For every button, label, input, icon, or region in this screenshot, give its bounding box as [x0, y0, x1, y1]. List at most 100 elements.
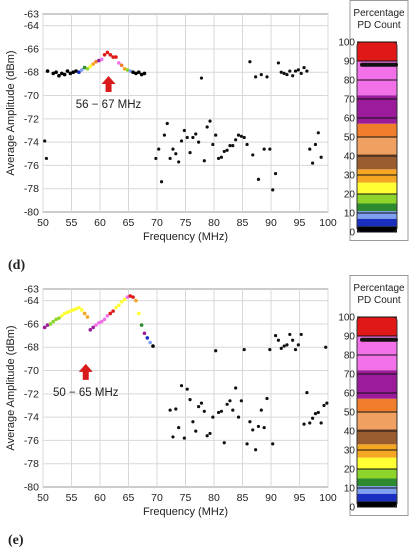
data-point: [219, 155, 224, 159]
data-point: [256, 424, 261, 429]
data-point: [296, 343, 300, 347]
y-tick-label: -74: [24, 412, 39, 424]
data-point: [51, 319, 56, 324]
data-point: [65, 310, 70, 315]
data-point: [85, 66, 90, 71]
data-point: [199, 76, 204, 80]
data-point: [316, 131, 320, 135]
colorbar-segment: [357, 469, 397, 479]
colorbar-segment: [357, 218, 397, 227]
data-point: [262, 147, 266, 151]
data-point: [134, 71, 138, 76]
x-tick-label: 95: [294, 492, 306, 504]
data-point: [271, 442, 275, 446]
data-point: [216, 156, 221, 161]
data-point: [305, 69, 309, 73]
colorbar-title-line1: Percentage: [353, 283, 405, 294]
data-point: [293, 69, 298, 73]
data-point: [165, 121, 169, 126]
colorbar-tick-label: 40: [344, 427, 356, 438]
data-point: [99, 319, 104, 324]
data-point: [51, 71, 56, 76]
data-point: [251, 153, 255, 157]
data-point: [145, 336, 150, 340]
data-point: [94, 59, 98, 64]
data-point: [228, 399, 232, 403]
colorbar-title-line2: PD Count: [357, 295, 401, 306]
data-point: [102, 317, 107, 322]
colorbar-segment: [357, 194, 397, 204]
data-point: [191, 135, 195, 140]
data-point: [102, 52, 107, 57]
x-tick-label: 85: [237, 217, 249, 229]
data-point: [273, 333, 278, 338]
data-point: [262, 426, 266, 430]
colorbar-tick-label: 60: [344, 389, 356, 400]
data-point: [159, 180, 164, 184]
data-point: [216, 410, 221, 415]
data-point: [162, 133, 167, 137]
data-point: [311, 416, 315, 420]
data-point: [174, 407, 178, 411]
data-point: [251, 428, 255, 432]
colorbar-tick-label: 90: [344, 57, 356, 68]
data-point: [194, 429, 198, 433]
colorbar-segment: [357, 493, 397, 502]
data-point: [248, 420, 252, 424]
red-arrow-icon: [78, 363, 93, 380]
data-point: [179, 384, 184, 388]
data-point: [322, 403, 326, 408]
data-point: [182, 128, 186, 133]
data-point: [285, 343, 289, 347]
data-point: [171, 435, 175, 439]
data-point: [139, 72, 144, 77]
data-point: [182, 436, 186, 440]
data-point: [88, 64, 93, 69]
data-point: [214, 349, 218, 353]
y-tick-label: -78: [24, 183, 39, 195]
data-point: [99, 57, 104, 62]
x-tick-label: 55: [66, 217, 78, 229]
colorbar-segment: [357, 370, 397, 399]
data-point: [239, 134, 243, 138]
data-point: [97, 320, 101, 325]
colorbar-segment: [357, 457, 397, 469]
data-point: [45, 323, 50, 327]
colorbar-tick-label: 30: [344, 171, 356, 182]
data-point: [43, 139, 47, 143]
colorbar-segment: [357, 226, 397, 232]
data-point: [231, 144, 235, 148]
data-point: [302, 422, 306, 426]
data-point: [48, 322, 53, 326]
data-point: [174, 152, 178, 156]
data-point: [177, 160, 181, 164]
y-tick-label: -63: [24, 9, 39, 21]
data-point: [54, 70, 58, 75]
colorbar-tick-label: 0: [349, 228, 355, 239]
data-point: [185, 387, 189, 391]
data-point: [105, 313, 110, 318]
data-point: [44, 156, 49, 161]
data-point: [171, 147, 175, 151]
y-tick-label: -70: [24, 90, 39, 102]
data-point: [45, 69, 50, 73]
colorbar-tick-label: 60: [344, 114, 356, 125]
data-point: [222, 149, 226, 154]
data-point: [271, 188, 275, 192]
frequency-range-annotation: 56 − 67 MHz: [76, 99, 142, 111]
colorbar-tick-label: 90: [344, 332, 356, 343]
colorbar-segment: [357, 182, 397, 194]
data-point: [111, 55, 115, 59]
data-point: [142, 331, 147, 336]
chart-panel-d: 50 55 60 65 70 75 80 85 90 95 100-80-78-76-74-72-7…: [5, 0, 409, 273]
data-point: [279, 70, 283, 74]
colorbar-segment: [357, 95, 397, 124]
data-point: [68, 309, 73, 313]
data-point: [256, 177, 261, 181]
data-point: [77, 70, 81, 75]
x-tick-label: 75: [180, 492, 192, 504]
y-axis-label: Average Amplitude (dBm): [5, 325, 17, 450]
data-point: [325, 401, 329, 405]
data-point: [74, 69, 78, 73]
